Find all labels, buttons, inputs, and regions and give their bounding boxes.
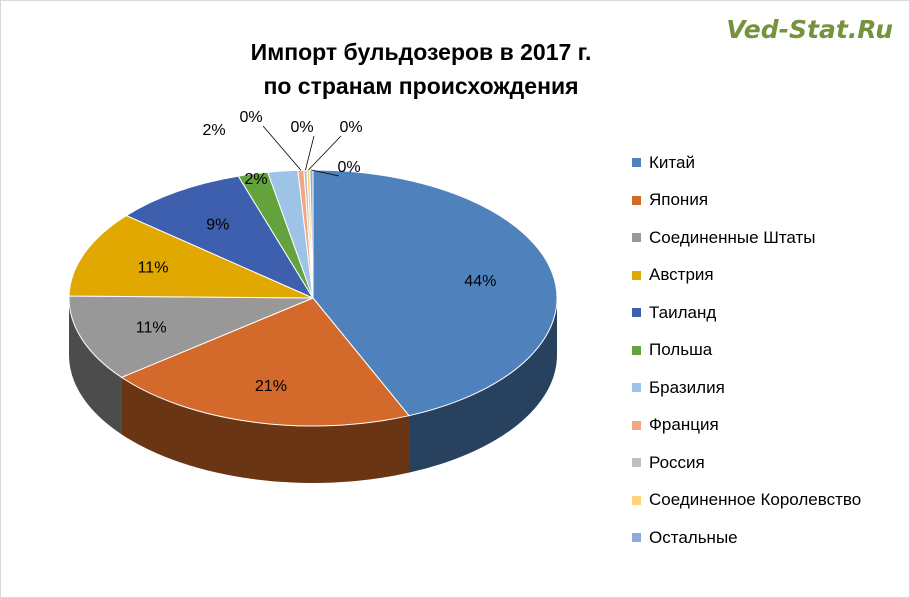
legend-item-9: Соединенное Королевство [632,482,861,520]
data-label-8: 0% [290,119,313,136]
legend-swatch-4 [632,308,641,318]
pie-slice-3 [68,214,314,299]
legend-item-1: Япония [632,182,861,220]
legend-item-8: Россия [632,444,861,482]
legend-swatch-1 [632,195,641,205]
data-label-1: 21% [255,378,287,395]
data-label-7: 0% [239,109,262,126]
legend-swatch-5 [632,345,641,355]
legend-swatch-7 [632,420,641,430]
data-label-9: 0% [339,119,362,136]
data-label-3: 11% [138,260,169,277]
leader-line-8 [305,135,315,171]
data-label-2: 11% [136,320,167,337]
legend-swatch-3 [632,270,641,280]
pie-slice-0 [312,169,558,417]
legend-item-5: Польша [632,332,861,370]
legend-label-10: Остальные [649,527,738,547]
legend-item-7: Франция [632,407,861,445]
legend-item-0: Китай [632,144,861,182]
legend-label-7: Франция [649,415,719,435]
legend-swatch-6 [632,383,641,393]
legend-swatch-8 [632,458,641,468]
legend-swatch-0 [632,158,641,168]
pie-slice-4 [125,175,315,300]
chart-title-line-2: по странам происхождения [263,73,579,99]
legend-label-0: Китай [649,152,695,172]
legend-item-6: Бразилия [632,369,861,407]
legend-label-4: Таиланд [649,302,717,322]
legend-label-2: Соединенные Штаты [649,227,816,247]
pie-side-2 [69,298,122,435]
data-label-10: 0% [337,159,360,176]
chart-title-line-1: Импорт бульдозеров в 2017 г. [250,39,592,65]
legend-label-1: Япония [649,190,709,210]
pie-slice-1 [120,297,410,427]
legend-label-5: Польша [649,340,713,360]
legend-label-9: Соединенное Королевство [649,490,862,510]
legend-item-3: Австрия [632,257,861,295]
legend-label-8: Россия [649,452,705,472]
legend-swatch-9 [632,495,641,505]
pie-side-1 [121,377,409,483]
pie-side-0 [408,298,557,473]
watermark: Ved-Stat.Ru [726,15,893,44]
leader-line-10 [311,169,340,177]
legend-label-6: Бразилия [649,377,725,397]
leader-line-9 [308,135,342,171]
legend-item-4: Таиланд [632,294,861,332]
chart-title: Импорт бульдозеров в 2017 г. по странам … [181,35,661,103]
legend-swatch-2 [632,233,641,243]
leader-line-7 [262,125,302,171]
legend: Китай Япония Соединенные Штаты Австрия Таила… [632,144,861,557]
data-label-6: 2% [202,122,225,139]
data-label-0: 44% [464,273,496,290]
legend-item-10: Остальные [632,519,861,557]
legend-item-2: Соединенные Штаты [632,219,861,257]
legend-swatch-10 [632,533,641,543]
data-label-4: 9% [206,217,229,234]
legend-label-3: Австрия [649,265,714,285]
data-label-5: 2% [244,171,267,188]
pie-slice-2 [68,295,314,378]
